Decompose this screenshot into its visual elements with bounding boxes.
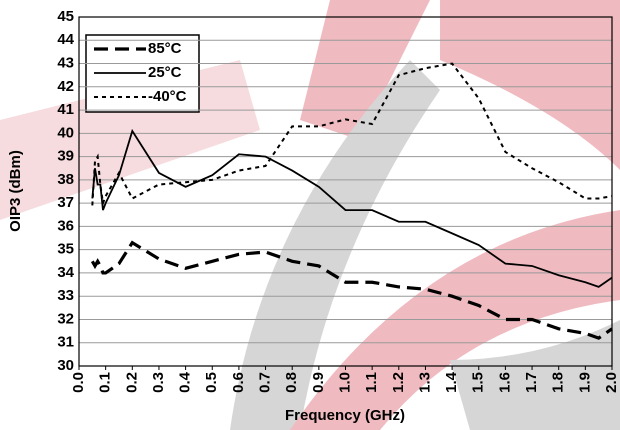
x-tick-label: 2.0 — [603, 372, 620, 393]
x-tick-label: 0.7 — [257, 372, 274, 393]
x-tick-label: 0.2 — [123, 372, 140, 393]
x-tick-label: 1.1 — [363, 372, 380, 393]
y-tick-label: 41 — [57, 101, 74, 118]
y-tick-label: 31 — [57, 334, 74, 351]
x-tick-label: 1.5 — [470, 372, 487, 393]
y-tick-label: 32 — [57, 310, 74, 327]
y-tick-label: 37 — [57, 194, 74, 211]
y-tick-label: 34 — [57, 264, 74, 281]
plot-frame — [78, 16, 613, 367]
x-tick-label: 0.1 — [97, 372, 114, 393]
legend-label: 85°C — [148, 40, 182, 57]
x-tick-label: 1.2 — [390, 372, 407, 393]
x-tick-label: 1.6 — [496, 372, 513, 393]
x-tick-label: 0.0 — [70, 372, 87, 393]
x-tick-label: 1.4 — [443, 371, 460, 393]
y-tick-label: 35 — [57, 241, 74, 258]
x-tick-label: 0.9 — [310, 372, 327, 393]
x-tick-label: 0.5 — [203, 372, 220, 393]
legend: 85°C 25°C -40°C — [85, 34, 200, 113]
x-tick-label: 1.8 — [550, 372, 567, 393]
y-tick-label: 44 — [57, 31, 74, 48]
y-tick-label: 36 — [57, 217, 74, 234]
y-tick-label: 39 — [57, 148, 74, 165]
y-axis-label: OIP3 (dBm) — [7, 150, 24, 232]
x-tick-label: 0.8 — [283, 372, 300, 393]
x-tick-label: 1.9 — [576, 372, 593, 393]
legend-label: -40°C — [148, 88, 187, 105]
series-line — [91, 62, 613, 208]
y-tick-label: 33 — [57, 287, 74, 304]
x-tick-label: 1.7 — [523, 372, 540, 393]
x-tick-label: 0.6 — [230, 372, 247, 393]
legend-label: 25°C — [148, 64, 182, 81]
series-line — [91, 128, 613, 288]
x-tick-label: 0.3 — [150, 372, 167, 393]
y-tick-label: 42 — [57, 78, 74, 95]
y-tick-label: 45 — [57, 8, 74, 25]
y-tick-label: 38 — [57, 171, 74, 188]
y-tick-label: 30 — [57, 357, 74, 374]
x-axis-label: Frequency (GHz) — [285, 407, 405, 424]
x-tick-label: 1.3 — [416, 372, 433, 393]
x-tick-label: 1.0 — [336, 372, 353, 393]
y-tick-label: 43 — [57, 55, 74, 72]
x-tick-label: 0.4 — [177, 371, 194, 393]
series-line — [90, 240, 613, 340]
y-tick-label: 40 — [57, 124, 74, 141]
